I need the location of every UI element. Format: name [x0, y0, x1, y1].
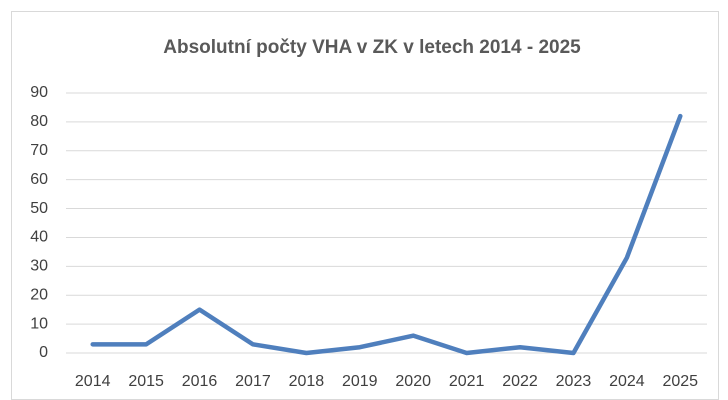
x-tick-label: 2019: [342, 373, 378, 390]
data-line: [90, 113, 683, 356]
x-tick-label: 2014: [75, 373, 111, 390]
y-tick-label: 30: [30, 258, 48, 275]
y-tick-label: 10: [30, 315, 48, 332]
x-tick-label: 2015: [128, 373, 164, 390]
x-tick-label: 2022: [502, 373, 538, 390]
y-tick-label: 60: [30, 171, 48, 188]
x-tick-label: 2017: [235, 373, 271, 390]
x-tick-label: 2016: [182, 373, 218, 390]
y-tick-label: 90: [30, 84, 48, 101]
x-tick-label: 2020: [395, 373, 431, 390]
y-tick-label: 50: [30, 200, 48, 217]
chart-title: Absolutní počty VHA v ZK v letech 2014 -…: [163, 37, 581, 58]
x-tick-label: 2018: [289, 373, 325, 390]
x-tick-label: 2023: [556, 373, 592, 390]
x-tick-label: 2024: [609, 373, 645, 390]
y-tick-label: 20: [30, 286, 48, 303]
x-tick-label: 2025: [662, 373, 698, 390]
y-tick-label: 40: [30, 229, 48, 246]
y-tick-label: 0: [39, 344, 48, 361]
x-tick-label: 2021: [449, 373, 485, 390]
y-tick-label: 80: [30, 113, 48, 130]
chart-border: [11, 11, 719, 400]
y-tick-label: 70: [30, 142, 48, 159]
